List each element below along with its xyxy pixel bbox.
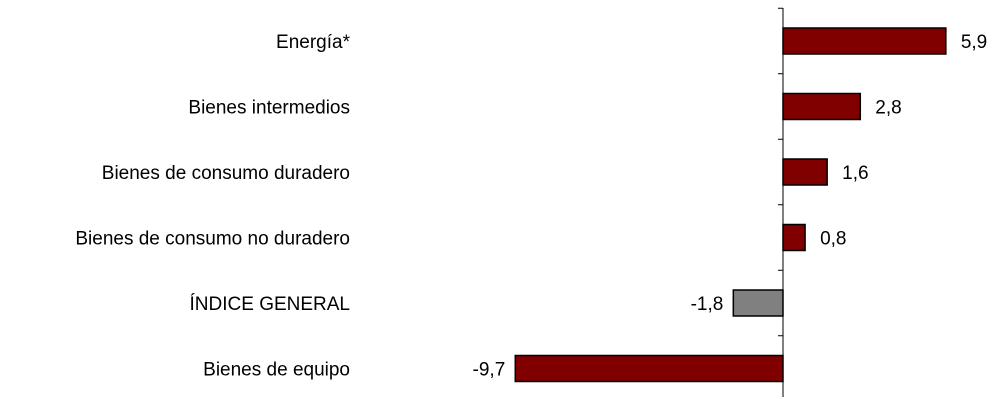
bar bbox=[782, 92, 862, 121]
category-label: Bienes de consumo no duradero bbox=[75, 229, 350, 250]
category-label: Bienes de consumo duradero bbox=[102, 163, 350, 184]
value-label: 1,6 bbox=[842, 163, 868, 184]
zero-axis bbox=[778, 7, 784, 397]
bar bbox=[782, 223, 806, 252]
value-label: -1,8 bbox=[691, 294, 724, 315]
value-labels: 5,9 2,8 1,6 0,8 -1,8 -9,7 bbox=[473, 32, 988, 381]
value-label: 5,9 bbox=[961, 32, 987, 53]
category-label: Bienes de equipo bbox=[203, 360, 350, 381]
bar bbox=[782, 158, 828, 186]
category-labels: Energía* Bienes intermedios Bienes de cons… bbox=[75, 32, 350, 381]
bar bbox=[732, 289, 784, 317]
value-label: -9,7 bbox=[473, 360, 506, 381]
category-label: ÍNDICE GENERAL bbox=[190, 294, 350, 315]
bar bbox=[782, 27, 947, 55]
category-label: Bienes intermedios bbox=[188, 98, 350, 119]
bars bbox=[514, 27, 947, 383]
value-label: 2,8 bbox=[875, 98, 901, 119]
category-label: Energía* bbox=[276, 32, 351, 53]
value-label: 0,8 bbox=[820, 229, 846, 250]
bar bbox=[514, 354, 784, 383]
